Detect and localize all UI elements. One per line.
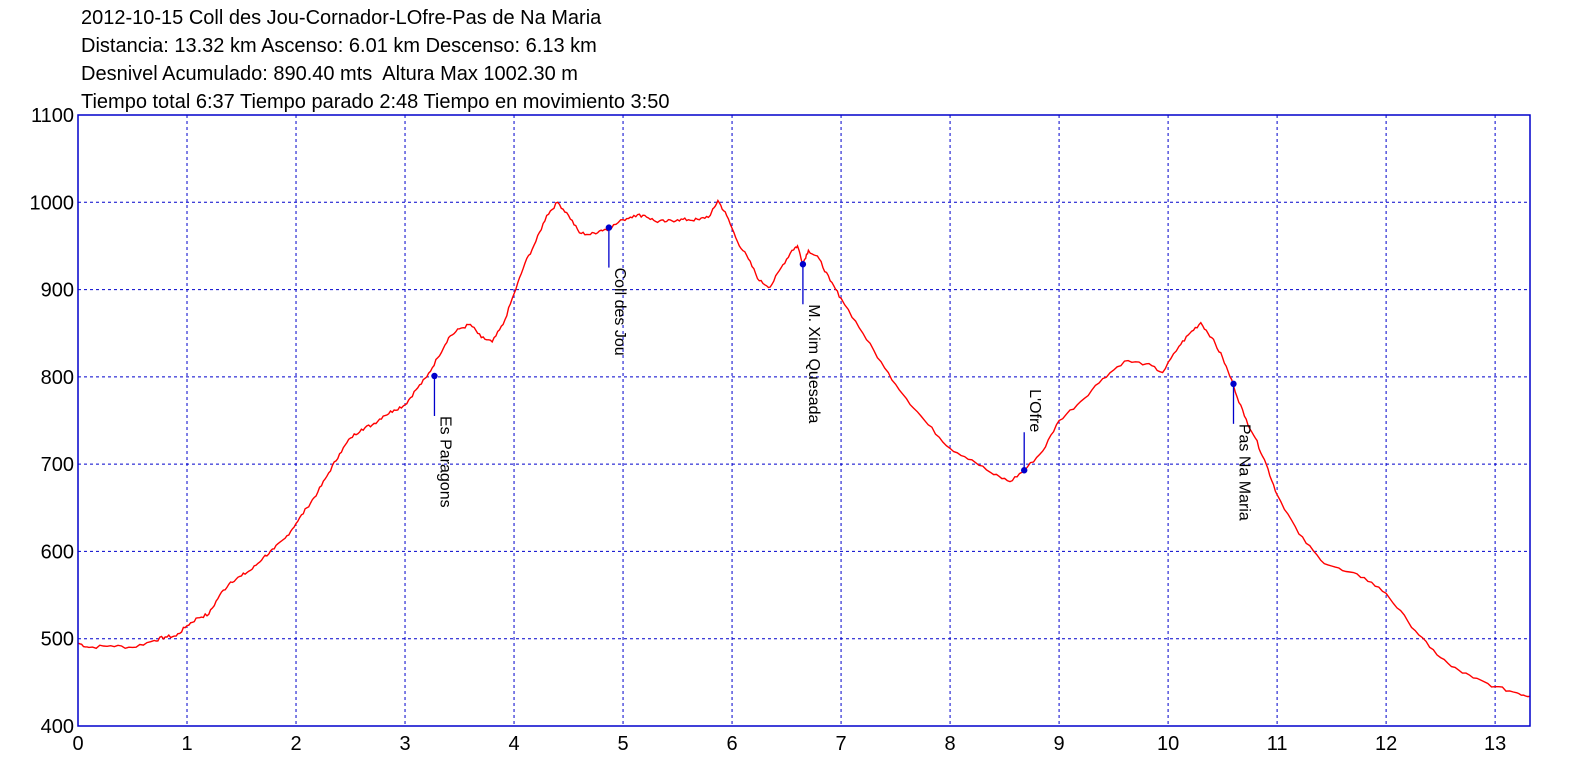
waypoint-marker	[431, 372, 438, 380]
waypoint-label: M. Xim Quesada	[805, 304, 822, 423]
waypoint: Pas Na Maria	[1230, 380, 1252, 521]
y-axis-ticks: 400 500 600 700 800 900 1000 1100	[30, 105, 75, 738]
waypoint-marker	[1020, 467, 1028, 474]
waypoint-label: Es Paragons	[436, 416, 453, 508]
x-axis-ticks: 0 1 2 3 4 5 6 7 8 9 10 11 12 13	[72, 733, 1506, 755]
plot-frame	[77, 114, 1531, 727]
x-tick-label: 13	[1484, 733, 1506, 755]
x-tick-label: 4	[508, 733, 519, 755]
y-tick-label: 700	[41, 454, 74, 476]
waypoint-marker	[1230, 380, 1237, 388]
x-tick-label: 1	[181, 733, 192, 755]
time-stats: Tiempo total 6:37 Tiempo parado 2:48 Tie…	[81, 91, 670, 113]
x-tick-label: 11	[1267, 733, 1288, 755]
waypoint-marker	[799, 261, 807, 268]
x-tick-label: 2	[290, 733, 301, 755]
elevation-stats: Desnivel Acumulado: 890.40 mts Altura Ma…	[81, 63, 578, 85]
x-tick-label: 5	[617, 733, 628, 755]
x-tick-label: 8	[945, 733, 956, 755]
waypoint: Es Paragons	[431, 372, 453, 508]
y-tick-label: 500	[41, 629, 74, 651]
waypoint: M. Xim Quesada	[799, 261, 822, 424]
x-tick-label: 3	[399, 733, 410, 755]
waypoint: Coll des Jou	[605, 224, 628, 356]
chart-grid	[78, 115, 1530, 726]
y-tick-label: 400	[41, 716, 74, 738]
y-tick-label: 1000	[30, 192, 75, 214]
elevation-profile-line	[77, 198, 1531, 698]
distance-stats: Distancia: 13.32 km Ascenso: 6.01 km Des…	[81, 35, 597, 57]
x-tick-label: 9	[1054, 733, 1065, 755]
x-tick-label: 10	[1157, 733, 1179, 755]
waypoint-marker	[605, 224, 613, 231]
waypoint-markers: Es Paragons Coll des Jou M. Xim Quesada L'O…	[431, 224, 1252, 521]
y-tick-label: 1100	[31, 105, 74, 127]
chart-title: 2012-10-15 Coll des Jou-Cornador-LOfre-P…	[81, 7, 602, 29]
x-tick-label: 6	[726, 733, 737, 755]
waypoint: L'Ofre	[1020, 389, 1043, 474]
y-tick-label: 900	[41, 280, 74, 302]
y-tick-label: 800	[41, 367, 74, 389]
waypoint-label: L'Ofre	[1026, 389, 1043, 432]
y-tick-label: 600	[41, 541, 74, 563]
waypoint-label: Coll des Jou	[611, 268, 628, 356]
x-tick-label: 7	[836, 733, 847, 755]
waypoint-label: Pas Na Maria	[1235, 424, 1252, 521]
x-tick-label: 0	[72, 733, 83, 755]
chart-header: 2012-10-15 Coll des Jou-Cornador-LOfre-P…	[81, 4, 670, 116]
x-tick-label: 12	[1375, 733, 1397, 755]
